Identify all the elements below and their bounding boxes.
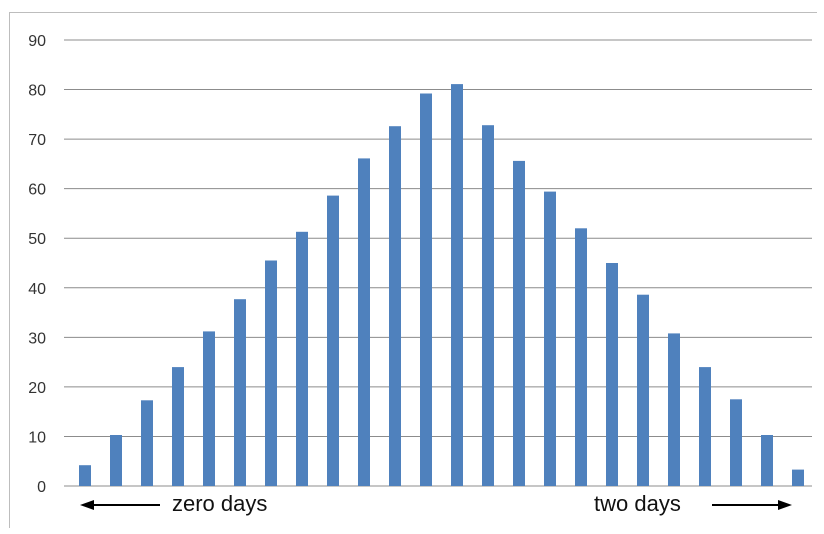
bar-7	[265, 260, 277, 486]
bar-13	[451, 84, 463, 486]
bar-12	[420, 93, 432, 486]
bar-24	[792, 469, 804, 486]
bar-22	[730, 399, 742, 486]
bar-23	[761, 435, 773, 486]
bar-9	[327, 195, 339, 486]
gridlines	[64, 39, 812, 487]
y-axis-ticks: 0 10 20 30 40 50 60 70 80 90	[28, 33, 46, 496]
y-tick-label: 70	[28, 132, 46, 149]
y-tick-label: 40	[28, 281, 46, 298]
right-arrowhead	[778, 500, 792, 510]
bar-4	[172, 367, 184, 486]
bar-2	[110, 435, 122, 486]
left-arrowhead	[80, 500, 94, 510]
bar-17	[575, 228, 587, 487]
bar-19	[637, 294, 649, 486]
annotation-two-days: two days	[594, 491, 681, 516]
y-tick-label: 90	[28, 33, 46, 50]
chart-frame	[9, 12, 817, 528]
bar-20	[668, 333, 680, 486]
bar-3	[141, 400, 153, 486]
bar-16	[544, 191, 556, 486]
bar-15	[513, 160, 525, 486]
y-tick-label: 20	[28, 380, 46, 397]
y-tick-label: 0	[37, 479, 46, 496]
bar-11	[389, 126, 401, 486]
bar-14	[482, 125, 494, 486]
bar-8	[296, 231, 308, 486]
bar-5	[203, 331, 215, 486]
bar-18	[606, 263, 618, 486]
y-tick-label: 10	[28, 429, 46, 446]
bar-6	[234, 299, 246, 486]
bars	[79, 84, 804, 487]
annotation-zero-days: zero days	[172, 491, 267, 516]
y-tick-label: 30	[28, 330, 46, 347]
bar-21	[699, 367, 711, 486]
bar-10	[358, 158, 370, 486]
y-tick-label: 50	[28, 231, 46, 248]
y-tick-label: 80	[28, 83, 46, 100]
y-tick-label: 60	[28, 182, 46, 199]
bar-1	[79, 465, 91, 486]
